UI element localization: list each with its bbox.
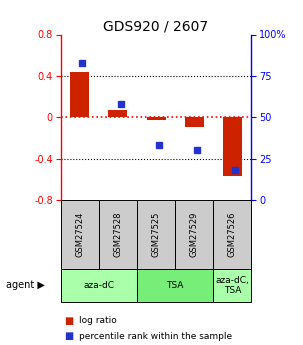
Bar [213, 200, 251, 269]
Text: agent ▶: agent ▶ [6, 280, 45, 290]
Title: GDS920 / 2607: GDS920 / 2607 [104, 19, 208, 33]
Text: percentile rank within the sample: percentile rank within the sample [79, 332, 232, 341]
Bar [108, 110, 127, 117]
Bar [213, 269, 251, 302]
Bar [137, 269, 213, 302]
Bar [175, 200, 213, 269]
Text: log ratio: log ratio [79, 316, 117, 325]
Text: ■: ■ [64, 332, 73, 341]
Text: TSA: TSA [166, 281, 184, 290]
Text: GSM27524: GSM27524 [75, 212, 84, 257]
Bar [70, 72, 89, 117]
Bar [99, 200, 137, 269]
Bar [147, 117, 165, 120]
Bar [223, 117, 242, 176]
Text: GSM27526: GSM27526 [228, 212, 237, 257]
Bar [61, 200, 99, 269]
Text: GSM27528: GSM27528 [113, 212, 122, 257]
Text: ■: ■ [64, 316, 73, 326]
Bar [61, 269, 137, 302]
Text: GSM27529: GSM27529 [190, 212, 199, 257]
Text: aza-dC,
TSA: aza-dC, TSA [215, 276, 249, 295]
Text: aza-dC: aza-dC [83, 281, 114, 290]
Text: GSM27525: GSM27525 [152, 212, 161, 257]
Bar [185, 117, 204, 127]
Bar [137, 200, 175, 269]
